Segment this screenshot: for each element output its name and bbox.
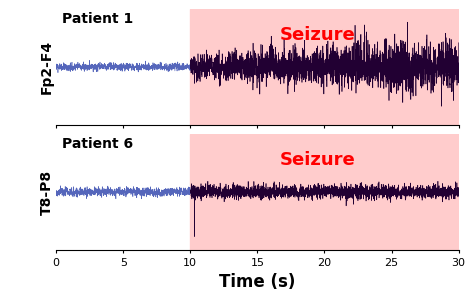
Text: Patient 6: Patient 6 [62,138,133,151]
Bar [190,9,459,125]
Text: Patient 1: Patient 1 [62,12,133,26]
Y-axis label: Fp2-F4: Fp2-F4 [39,40,53,94]
Bar [190,134,459,250]
Text: Seizure: Seizure [280,151,356,169]
X-axis label: Time (s): Time (s) [219,273,296,291]
Y-axis label: T8-P8: T8-P8 [39,169,53,215]
Text: Seizure: Seizure [280,26,356,44]
